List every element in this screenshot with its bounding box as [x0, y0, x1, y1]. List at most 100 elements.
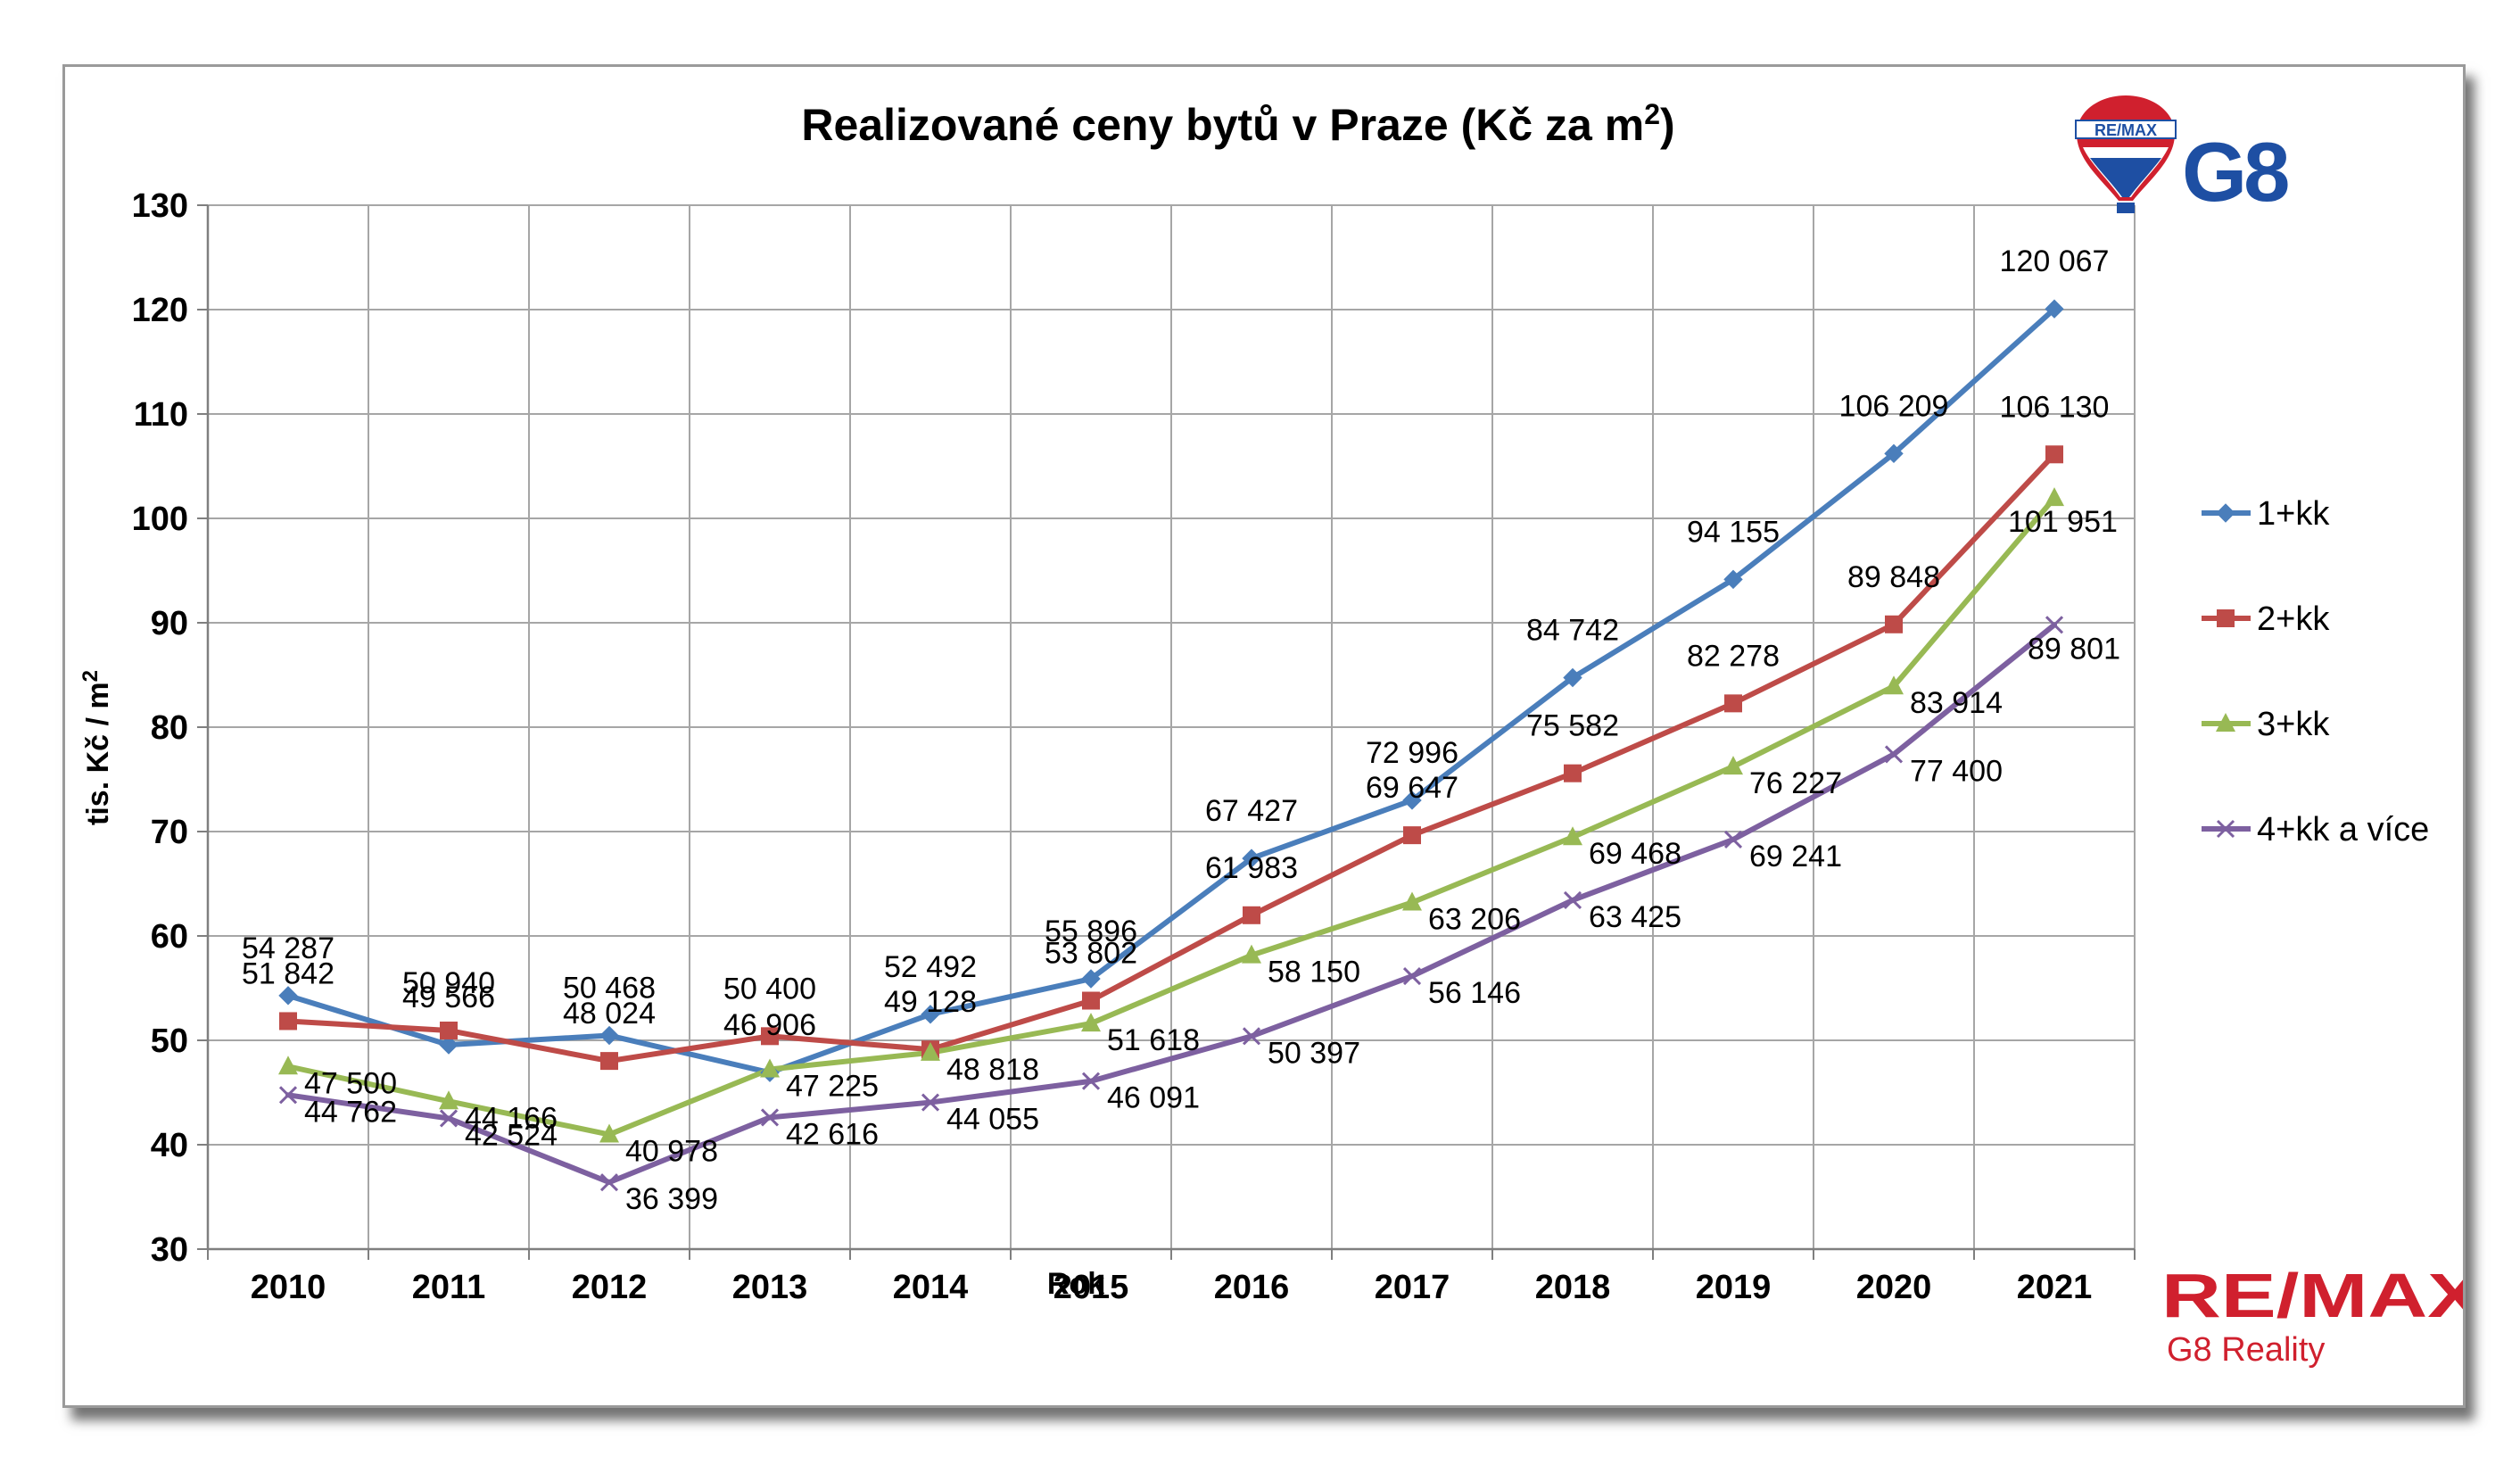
data-point — [600, 1052, 618, 1071]
data-label: 58 150 — [1268, 956, 1360, 989]
data-label: 84 742 — [1526, 614, 1619, 648]
data-point — [1884, 675, 1904, 695]
data-label: 106 130 — [2000, 390, 2110, 424]
data-label: 106 209 — [1839, 389, 1949, 423]
data-point — [2045, 616, 2064, 634]
data-point — [2045, 487, 2064, 507]
data-label: 51 618 — [1107, 1023, 1200, 1057]
data-label: 50 468 — [563, 972, 656, 1006]
data-point — [1242, 849, 1261, 868]
data-point — [1563, 667, 1582, 688]
series-line — [285, 451, 2057, 1064]
data-point — [599, 1173, 619, 1192]
data-point — [1885, 615, 1903, 633]
legend-marker — [2217, 609, 2235, 627]
y-tick-label: 60 — [151, 918, 188, 956]
y-axis-ticks: 30 40 50 60 70 80 90 100 110 120 130 — [132, 187, 208, 1269]
data-point — [1403, 826, 1421, 845]
data-point — [439, 1035, 459, 1055]
data-label: 46 091 — [1107, 1081, 1200, 1115]
data-point — [1243, 906, 1260, 924]
y-tick-label: 130 — [132, 187, 188, 225]
remax-g8-balloon-logo: RE/MAX G8 — [2075, 95, 2292, 219]
data-label: 49 566 — [402, 981, 495, 1014]
series-line — [285, 622, 2057, 1186]
legend-marker — [2216, 713, 2235, 732]
data-point — [279, 1012, 297, 1031]
data-label: 49 128 — [884, 985, 977, 1019]
balloon-stripe-blue — [2090, 158, 2161, 197]
data-label: 42 616 — [786, 1117, 879, 1151]
x-tick-label: 2018 — [1535, 1269, 1611, 1306]
data-label: 51 842 — [242, 956, 335, 990]
data-label: 48 818 — [946, 1053, 1039, 1087]
data-point — [1723, 756, 1743, 775]
legend-label: 2+kk — [2257, 600, 2330, 638]
data-label: 69 647 — [1366, 771, 1458, 805]
data-point — [1724, 694, 1742, 713]
data-point — [1563, 826, 1582, 846]
data-point — [1402, 967, 1422, 986]
data-label: 63 425 — [1589, 900, 1681, 934]
legend-item: 1+kk — [2202, 495, 2330, 533]
data-point — [921, 1093, 940, 1112]
data-label: 50 400 — [723, 972, 816, 1006]
g8-reality-text: G8 Reality — [2167, 1331, 2325, 1369]
data-point — [440, 1022, 458, 1040]
y-tick-label: 80 — [151, 709, 188, 747]
x-tick-label: 2015 — [1053, 1269, 1129, 1306]
data-label: 75 582 — [1526, 709, 1619, 743]
data-point — [1242, 944, 1261, 964]
data-point — [599, 1025, 619, 1046]
legend-label: 1+kk — [2257, 495, 2330, 533]
data-point — [439, 1090, 459, 1110]
data-label: 61 983 — [1205, 851, 1298, 885]
chart-title: Realizované ceny bytů v Praze (Kč za m2) — [801, 98, 1674, 150]
y-tick-label: 70 — [151, 814, 188, 851]
data-label: 50 940 — [402, 966, 495, 1000]
legend-marker — [2216, 503, 2235, 523]
x-tick-label: 2013 — [732, 1269, 808, 1306]
data-point — [1402, 891, 1422, 911]
data-label: 69 241 — [1749, 840, 1842, 873]
data-point — [1082, 991, 1100, 1010]
x-tick-label: 2020 — [1856, 1269, 1932, 1306]
y-tick-label: 110 — [134, 396, 188, 434]
data-label: 83 914 — [1910, 686, 2003, 720]
data-label: 72 996 — [1366, 736, 1458, 770]
data-label: 82 278 — [1687, 639, 1780, 673]
chart-svg: Realizované ceny bytů v Praze (Kč za m2)… — [78, 95, 2463, 1369]
data-label: 44 166 — [465, 1101, 558, 1135]
balloon-basket — [2117, 203, 2135, 213]
g8-logo-text: G8 — [2182, 125, 2288, 219]
data-label: 56 146 — [1428, 976, 1521, 1010]
series-markers — [278, 299, 2064, 1192]
data-point — [1884, 443, 1904, 464]
data-label: 76 227 — [1749, 766, 1842, 800]
balloon-banner — [2075, 120, 2177, 139]
data-point — [1884, 745, 1904, 764]
data-label: 44 762 — [304, 1095, 397, 1129]
data-label: 47 500 — [304, 1066, 397, 1100]
legend-item: 2+kk — [2202, 600, 2330, 638]
data-point — [2045, 445, 2063, 464]
data-labels: 54 287 49 566 50 468 46 906 52 492 55 896 67 4… — [242, 244, 2120, 1216]
data-point — [1723, 830, 1743, 849]
data-point — [760, 1058, 780, 1078]
data-label: 55 896 — [1045, 915, 1137, 948]
data-point — [278, 986, 298, 1006]
data-point — [921, 1005, 940, 1024]
data-point — [1563, 890, 1582, 909]
data-point — [1081, 969, 1101, 989]
x-tick-label: 2011 — [412, 1269, 485, 1306]
x-axis-ticks: 2010 2011 2012 2013 2014 2015 2016 2017 2018 2019… — [207, 1249, 2136, 1306]
data-point — [278, 1086, 298, 1105]
data-label: 63 206 — [1428, 902, 1521, 936]
data-label: 48 024 — [563, 997, 656, 1031]
y-axis-title: tis. Kč / m2 — [78, 670, 115, 825]
series-lines — [285, 306, 2057, 1186]
data-label: 54 287 — [242, 931, 335, 965]
data-point — [1402, 791, 1422, 810]
series-line — [285, 495, 2057, 1138]
